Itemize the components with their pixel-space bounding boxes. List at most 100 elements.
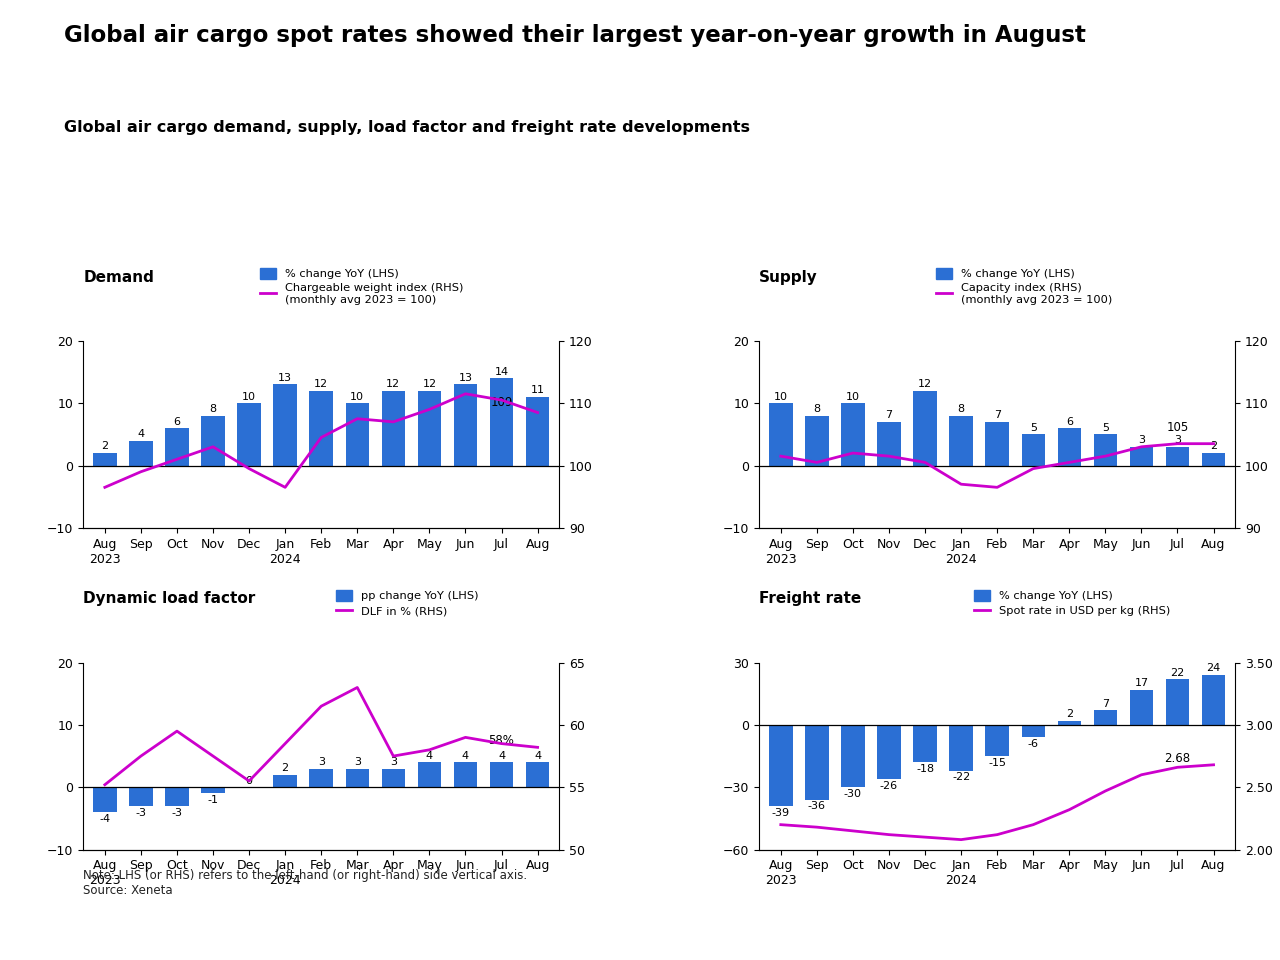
Text: 2: 2 [101,442,109,451]
Text: 12: 12 [314,379,328,389]
Text: 3: 3 [317,757,325,767]
Bar [986,421,1009,466]
Text: 8: 8 [813,404,820,414]
Bar [346,769,369,787]
Text: 4: 4 [534,751,541,760]
Text: 3: 3 [353,757,361,767]
Text: 12: 12 [422,379,436,389]
Bar [490,378,513,466]
Bar [453,762,477,787]
Text: -1: -1 [207,795,219,805]
Bar [346,403,369,466]
Bar [1021,725,1044,737]
Bar [526,396,549,466]
Bar [93,453,116,466]
Bar [914,391,937,466]
Legend: % change YoY (LHS), Chargeable weight index (RHS)
(monthly avg 2023 = 100): % change YoY (LHS), Chargeable weight in… [260,268,463,305]
Text: 13: 13 [278,372,292,383]
Text: -6: -6 [1028,739,1039,749]
Bar [1166,446,1189,466]
Text: 105: 105 [1166,421,1189,434]
Text: Global air cargo spot rates showed their largest year-on-year growth in August: Global air cargo spot rates showed their… [64,24,1085,47]
Bar [93,787,116,812]
Bar [381,769,404,787]
Text: -3: -3 [172,807,183,818]
Bar [1130,446,1153,466]
Bar [201,416,225,466]
Bar [841,403,865,466]
Bar [310,391,333,466]
Bar [274,384,297,466]
Text: 10: 10 [774,392,787,401]
Bar [986,725,1009,756]
Bar [237,403,261,466]
Text: 6: 6 [1066,417,1073,426]
Bar [1021,434,1044,466]
Text: Supply: Supply [759,270,818,285]
Bar [453,384,477,466]
Text: 13: 13 [458,372,472,383]
Text: -3: -3 [136,807,146,818]
Text: 3: 3 [390,757,397,767]
Text: 12: 12 [387,379,401,389]
Bar [1202,675,1225,725]
Bar [877,421,901,466]
Bar [417,391,442,466]
Text: -26: -26 [879,780,899,791]
Bar [769,403,792,466]
Bar [165,428,188,466]
Legend: % change YoY (LHS), Spot rate in USD per kg (RHS): % change YoY (LHS), Spot rate in USD per… [974,589,1171,616]
Bar [1093,710,1117,725]
Text: 8: 8 [210,404,216,414]
Bar [1057,721,1082,725]
Text: 3: 3 [1174,435,1181,445]
Text: 4: 4 [137,429,145,439]
Text: Freight rate: Freight rate [759,591,861,607]
Bar [1202,453,1225,466]
Bar [165,787,188,806]
Legend: pp change YoY (LHS), DLF in % (RHS): pp change YoY (LHS), DLF in % (RHS) [337,589,479,616]
Text: 5: 5 [1102,422,1108,433]
Legend: % change YoY (LHS), Capacity index (RHS)
(monthly avg 2023 = 100): % change YoY (LHS), Capacity index (RHS)… [936,268,1112,305]
Text: -30: -30 [844,789,861,799]
Bar [417,762,442,787]
Bar [841,725,865,787]
Text: Dynamic load factor: Dynamic load factor [83,591,256,607]
Bar [1166,679,1189,725]
Text: 2: 2 [282,763,289,773]
Bar [310,769,333,787]
Text: Note: LHS (or RHS) refers to the left-hand (or right-hand) side vertical axis.
S: Note: LHS (or RHS) refers to the left-ha… [83,869,527,897]
Bar [201,787,225,794]
Bar [1093,434,1117,466]
Bar [950,725,973,771]
Text: Global air cargo demand, supply, load factor and freight rate developments: Global air cargo demand, supply, load fa… [64,120,750,135]
Text: 10: 10 [351,392,365,401]
Text: 7: 7 [993,410,1001,420]
Text: -39: -39 [772,807,790,818]
Bar [1130,689,1153,725]
Bar [769,725,792,806]
Bar [914,725,937,762]
Text: 4: 4 [462,751,468,760]
Text: 4: 4 [498,751,506,760]
Text: Demand: Demand [83,270,154,285]
Bar [805,725,828,800]
Text: 2.68: 2.68 [1165,752,1190,765]
Text: 24: 24 [1207,663,1221,673]
Text: 7: 7 [1102,699,1108,708]
Bar [805,416,828,466]
Text: 7: 7 [886,410,892,420]
Text: 10: 10 [242,392,256,401]
Text: -4: -4 [100,814,110,824]
Bar [526,762,549,787]
Bar [129,441,152,466]
Text: -36: -36 [808,802,826,811]
Text: 5: 5 [1029,422,1037,433]
Text: 14: 14 [494,367,508,376]
Text: -22: -22 [952,772,970,782]
Text: 58%: 58% [489,734,515,747]
Text: 12: 12 [918,379,932,389]
Bar [274,775,297,787]
Bar [877,725,901,779]
Text: 17: 17 [1134,678,1148,688]
